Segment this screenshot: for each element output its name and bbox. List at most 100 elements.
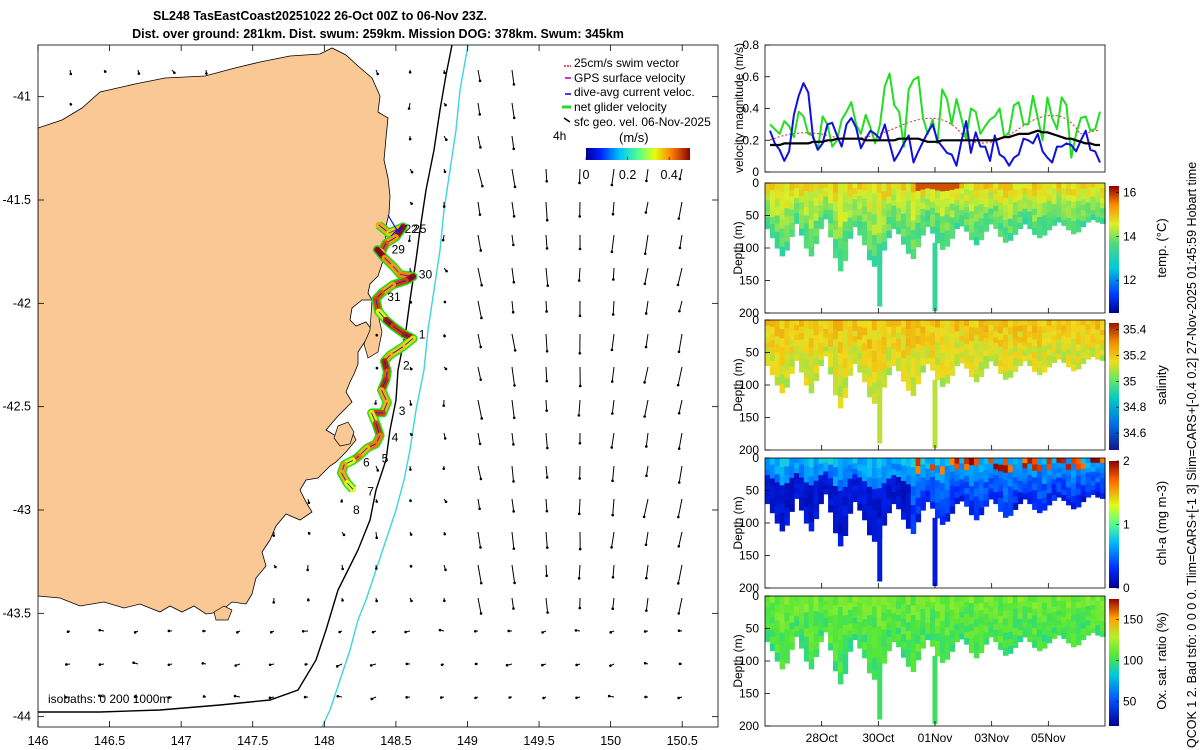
section-cell xyxy=(1032,621,1038,629)
section-cell xyxy=(891,458,897,465)
section-cell xyxy=(1017,624,1024,631)
section-cell xyxy=(978,645,985,654)
figure-title-line1: SL248 TasEastCoast20251022 26-Oct 00Z to… xyxy=(153,9,487,23)
section-cell xyxy=(794,483,800,489)
section-cell xyxy=(944,603,951,613)
section-cell xyxy=(1032,326,1038,334)
section-cell xyxy=(765,635,771,643)
section-cell xyxy=(959,495,965,502)
section-cell xyxy=(1017,607,1024,614)
section-cell xyxy=(842,605,849,616)
section-cell xyxy=(896,464,902,472)
section-cell xyxy=(871,478,878,490)
section-cell xyxy=(959,325,965,332)
section-cell xyxy=(794,183,800,189)
section-cell xyxy=(779,605,786,615)
section-cell xyxy=(1046,498,1053,506)
section-cell xyxy=(1003,472,1009,481)
velocity-arrowhead xyxy=(578,547,582,551)
velocity-arrowhead xyxy=(645,445,648,448)
section-cell xyxy=(784,499,790,509)
velocity-arrowhead xyxy=(480,283,483,287)
section-cell xyxy=(1022,493,1028,500)
section-cell xyxy=(1012,640,1019,648)
section-cell xyxy=(905,244,912,254)
section-cell xyxy=(779,329,786,339)
section-cell xyxy=(794,478,800,484)
section-cell xyxy=(1022,621,1028,628)
section-cell xyxy=(1022,208,1028,215)
deep-dive-profile xyxy=(932,655,938,725)
section-cell xyxy=(978,610,985,618)
section-cell xyxy=(1085,187,1092,194)
section-cell xyxy=(1017,618,1024,626)
section-cell xyxy=(915,191,922,200)
section-cell xyxy=(896,640,902,648)
velocity-arrow xyxy=(511,432,514,445)
section-cell xyxy=(1032,477,1038,485)
section-cell xyxy=(1100,355,1106,361)
section-cell xyxy=(1056,596,1062,602)
section-cell xyxy=(915,619,922,629)
velocity-arrow xyxy=(678,333,683,352)
section-cell xyxy=(837,458,844,470)
section-cell xyxy=(784,320,790,329)
section-cell xyxy=(794,330,800,336)
section-cell xyxy=(1046,463,1053,471)
section-cell xyxy=(939,361,946,371)
velocity-arrow xyxy=(678,201,683,219)
velocity-arrowhead xyxy=(98,628,102,632)
velocity-arrow xyxy=(477,597,482,614)
section-cell xyxy=(905,519,912,529)
section-cell xyxy=(1080,336,1087,343)
section-cell xyxy=(842,663,849,674)
section-cell xyxy=(998,326,1004,334)
section-cell xyxy=(920,326,926,334)
section-cell xyxy=(784,474,790,484)
velocity-arrowhead xyxy=(546,446,549,450)
section-cell xyxy=(954,475,960,482)
section-cell xyxy=(1017,458,1024,465)
legend-4h-label: 4h xyxy=(553,129,566,143)
section-cell xyxy=(833,366,839,377)
section-cell xyxy=(896,227,902,235)
section-cell xyxy=(799,222,805,230)
section-cell xyxy=(876,203,883,214)
section-cell xyxy=(1095,339,1101,345)
section-cell xyxy=(964,195,970,202)
section-cell xyxy=(993,194,999,201)
velocity-arrowhead xyxy=(409,533,413,536)
velocity-arrowhead xyxy=(677,515,680,519)
section-cell xyxy=(803,328,810,337)
section-cell xyxy=(1061,183,1067,189)
section-cell xyxy=(901,365,907,374)
section-cell xyxy=(978,458,985,466)
section-cell xyxy=(823,337,829,343)
section-cell xyxy=(905,639,912,650)
section-cell xyxy=(784,353,790,363)
section-cell xyxy=(1075,482,1082,490)
time-axis: 28Oct 30Oct 01Nov 03Nov 05Nov xyxy=(806,167,1066,745)
section-cell xyxy=(1100,488,1106,494)
velocity-arrowhead xyxy=(444,568,447,572)
velocity-arrowhead xyxy=(578,441,582,445)
section-cell xyxy=(828,183,834,191)
section-cell xyxy=(959,490,965,497)
section-cell xyxy=(789,346,795,354)
section-cell xyxy=(930,608,936,616)
section-cell xyxy=(779,659,786,670)
section-cell xyxy=(862,496,868,505)
velocity-arrowhead xyxy=(274,565,277,569)
section-cell xyxy=(833,376,839,386)
section-cell xyxy=(993,359,999,367)
velocity-arrow xyxy=(611,234,615,252)
velocity-arrowhead xyxy=(304,663,308,666)
section-cell xyxy=(789,484,795,492)
section-cell xyxy=(813,611,820,620)
section-cell xyxy=(978,486,985,494)
section-cell xyxy=(862,221,868,230)
section-cell xyxy=(1080,468,1087,475)
section-cell xyxy=(1085,625,1092,631)
section-cell xyxy=(988,458,994,464)
section-cell xyxy=(1056,207,1062,213)
